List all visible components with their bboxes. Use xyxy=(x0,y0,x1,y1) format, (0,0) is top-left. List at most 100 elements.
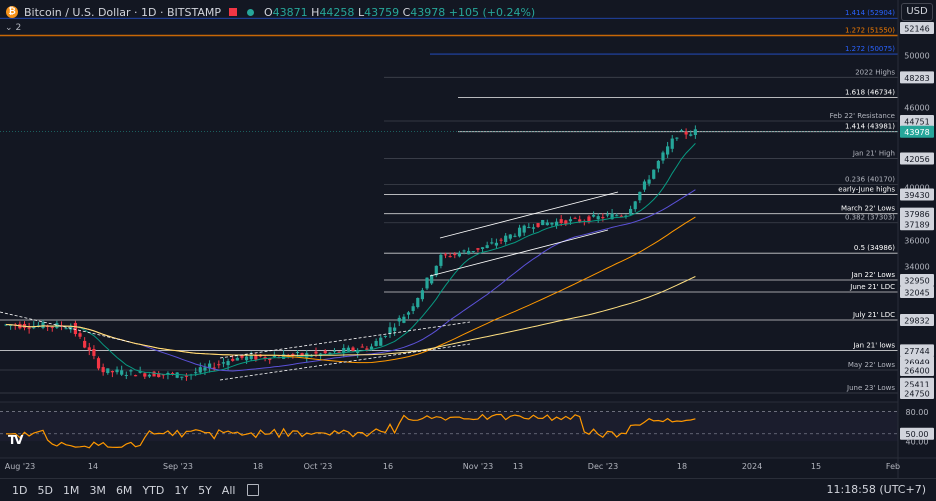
current-price-label: 43978 xyxy=(904,128,929,137)
price-tag xyxy=(900,286,934,298)
candle-body xyxy=(522,225,526,233)
candle-body xyxy=(490,242,494,244)
timeframe-ytd[interactable]: YTD xyxy=(142,483,165,497)
candle-body xyxy=(9,324,13,326)
price-tick: 25411 xyxy=(904,380,929,389)
candle-body xyxy=(494,242,499,246)
candle-body xyxy=(642,181,647,190)
price-tick: 46000 xyxy=(904,104,929,113)
price-tick: 27744 xyxy=(904,347,929,356)
currency-button[interactable]: USD xyxy=(901,3,933,21)
candle-body xyxy=(689,134,693,136)
candle-body xyxy=(152,371,156,377)
candle-body xyxy=(434,265,438,276)
candle-body xyxy=(629,208,633,215)
candle-body xyxy=(564,220,568,225)
candle-body xyxy=(666,146,670,155)
time-tick: 18 xyxy=(253,462,263,471)
timeframe-5d[interactable]: 5D xyxy=(37,483,53,497)
candle-body xyxy=(675,137,679,139)
candle-body xyxy=(587,216,591,223)
candle-body xyxy=(300,353,304,356)
candle-body xyxy=(615,215,619,217)
candle-body xyxy=(388,327,392,334)
candle-body xyxy=(83,340,87,348)
candle-body xyxy=(50,326,54,328)
moving-average-line xyxy=(5,143,696,376)
candle-body xyxy=(203,367,207,371)
candle-body xyxy=(120,370,124,375)
candle-body xyxy=(147,374,152,377)
price-change: +105 (+0.24%) xyxy=(448,5,536,19)
candle-body xyxy=(282,354,286,359)
candle-body xyxy=(369,346,374,350)
candle-body xyxy=(504,235,508,243)
candle-body xyxy=(249,354,253,360)
timeframe-1y[interactable]: 1Y xyxy=(174,483,189,497)
candle-body xyxy=(425,277,429,289)
candle-body xyxy=(87,347,91,351)
candle-body xyxy=(619,215,623,217)
candle-body xyxy=(462,250,466,252)
candle-body xyxy=(610,213,614,220)
candle-body xyxy=(244,356,249,361)
price-tick: 26400 xyxy=(904,367,929,376)
price-tick: 37189 xyxy=(904,221,929,230)
timeframe-1m[interactable]: 1M xyxy=(62,483,80,497)
price-tick: 34000 xyxy=(904,263,929,272)
price-tag xyxy=(900,115,934,127)
candle-body xyxy=(231,358,235,361)
candle-body xyxy=(416,297,420,308)
candle-body xyxy=(591,214,596,217)
time-tick: 14 xyxy=(88,462,98,471)
bottom-toolbar: 1D 5D 1M 3M 6M YTD 1Y 5Y All 11:18:58 (U… xyxy=(0,478,936,501)
flag-icon[interactable] xyxy=(228,8,237,16)
timeframe-all[interactable]: All xyxy=(221,483,236,497)
calendar-icon[interactable] xyxy=(247,484,260,496)
channel-line xyxy=(219,343,471,381)
time-tick: 2024 xyxy=(742,462,762,471)
level-label: 1.414 (43981) xyxy=(845,123,895,131)
candle-body xyxy=(115,369,119,373)
time-tick: Aug '23 xyxy=(5,462,36,471)
timeframe-5y[interactable]: 5Y xyxy=(198,483,212,497)
candle-body xyxy=(110,371,115,373)
timeframe-3m[interactable]: 3M xyxy=(89,483,106,497)
symbol-title[interactable]: Bitcoin / U.S. Dollar · 1D · BITSTAMP xyxy=(24,5,221,19)
channel-line xyxy=(0,311,131,343)
candle-body xyxy=(323,350,327,354)
candle-body xyxy=(402,316,406,323)
candle-body xyxy=(291,354,295,356)
candle-body xyxy=(328,352,332,354)
timeframe-6m[interactable]: 6M xyxy=(115,483,133,497)
indicators-toggle[interactable]: ⌄ 2 xyxy=(5,23,21,33)
candle-body xyxy=(638,191,642,201)
candle-body xyxy=(124,374,128,376)
time-tick: Dec '23 xyxy=(588,462,618,471)
candle-body xyxy=(41,322,45,329)
price-tag xyxy=(900,218,934,231)
level-label: 1.272 (50075) xyxy=(845,45,895,53)
price-tick: 29832 xyxy=(904,317,929,326)
candle-body xyxy=(332,350,337,352)
candle-body xyxy=(226,361,230,366)
candle-body xyxy=(647,179,651,184)
candle-body xyxy=(513,235,517,237)
candle-body xyxy=(656,160,660,169)
time-tick: Feb xyxy=(886,462,900,471)
candle-body xyxy=(527,227,531,229)
price-chart[interactable]: 1.414 (52904) 1.272 (51550) 1.272 (50075) 2… xyxy=(0,0,936,478)
candle-body xyxy=(443,254,448,256)
timeframe-1d[interactable]: 1D xyxy=(12,483,28,497)
chevron-down-icon: ⌄ xyxy=(5,23,13,33)
candle-body xyxy=(559,219,563,224)
candle-body xyxy=(78,333,82,337)
candle-body xyxy=(268,358,272,361)
candle-body xyxy=(601,217,605,219)
rsi-band xyxy=(0,411,898,442)
price-tag xyxy=(900,314,934,326)
candle-body xyxy=(633,201,637,210)
level-label: 1.272 (51550) xyxy=(845,26,895,34)
candle-body xyxy=(550,222,554,225)
candle-body xyxy=(175,372,179,378)
